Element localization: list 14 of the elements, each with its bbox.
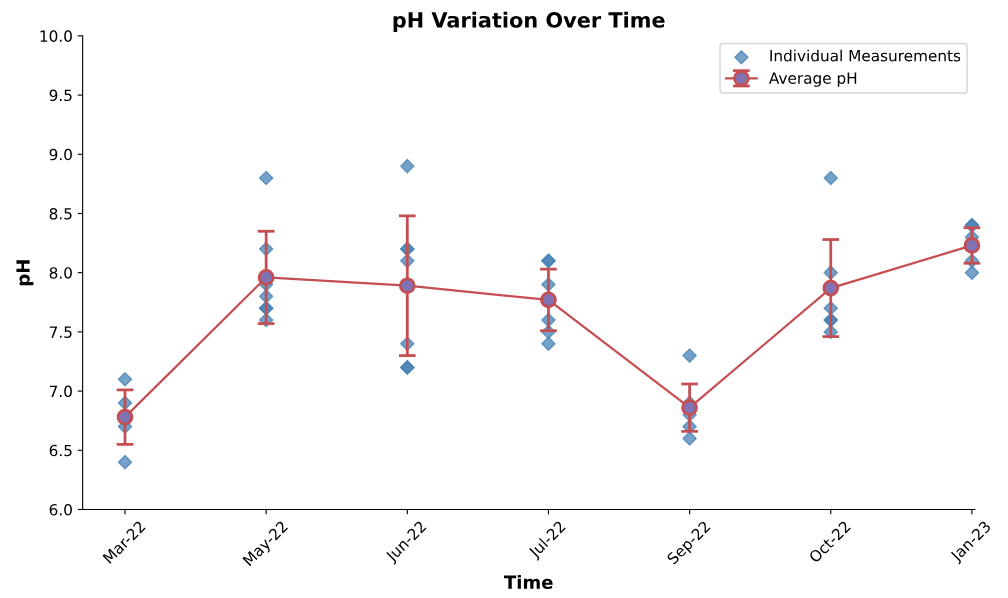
y-tick-label: 9.0 bbox=[49, 148, 72, 161]
y-tick-label: 6.0 bbox=[49, 503, 72, 516]
y-tick-label: 8.5 bbox=[49, 207, 72, 220]
y-tick-label: 10.0 bbox=[40, 30, 72, 42]
y-tick-label: 6.5 bbox=[49, 444, 72, 457]
y-tick-label: 9.5 bbox=[49, 89, 72, 102]
chart-title: pH Variation Over Time bbox=[393, 11, 665, 32]
y-tick-label: 7.5 bbox=[49, 326, 72, 338]
legend-label: Average pH bbox=[769, 72, 857, 87]
y-tick-label: 7.0 bbox=[49, 385, 72, 398]
y-tick-label: 8.0 bbox=[49, 267, 72, 279]
y-axis-title: pH bbox=[16, 260, 34, 286]
x-axis-title: Time bbox=[504, 575, 553, 589]
legend-label: Individual Measurements bbox=[770, 49, 961, 62]
